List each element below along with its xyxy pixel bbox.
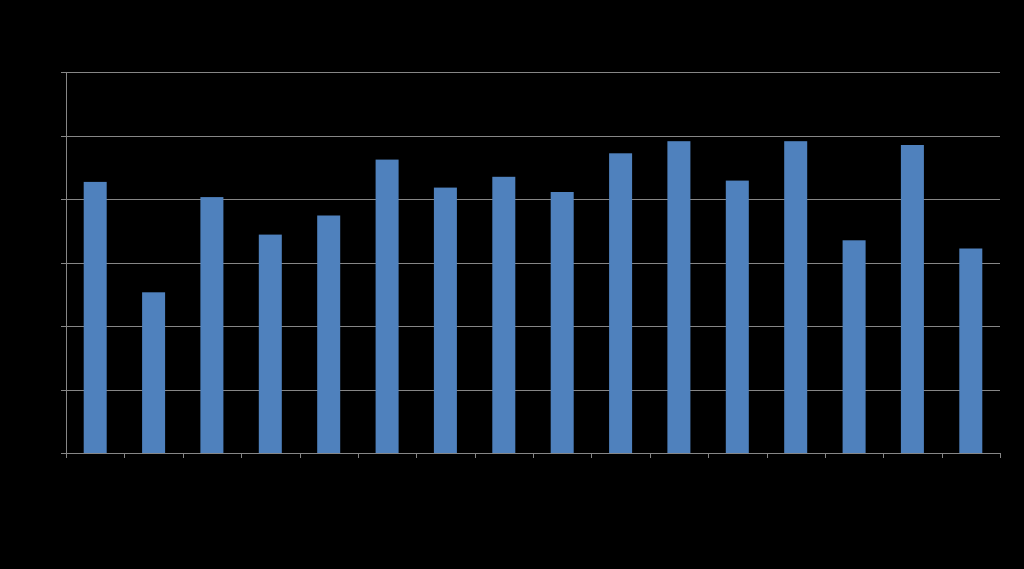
bar-12 — [725, 180, 749, 453]
bar-4 — [258, 234, 282, 453]
bar-1 — [83, 181, 107, 453]
bar-5 — [317, 215, 341, 453]
bar-15 — [900, 145, 924, 453]
axes — [61, 72, 1001, 458]
bar-10 — [609, 153, 633, 454]
bar-13 — [784, 141, 808, 453]
bar-14 — [842, 240, 866, 453]
bar-9 — [550, 192, 574, 453]
bar-16 — [959, 248, 983, 453]
bar-2 — [142, 292, 166, 453]
bar-11 — [667, 141, 691, 453]
bar-7 — [433, 187, 457, 453]
bar-3 — [200, 197, 224, 453]
bars — [83, 141, 983, 454]
bar-6 — [375, 159, 399, 453]
bar-8 — [492, 176, 516, 454]
